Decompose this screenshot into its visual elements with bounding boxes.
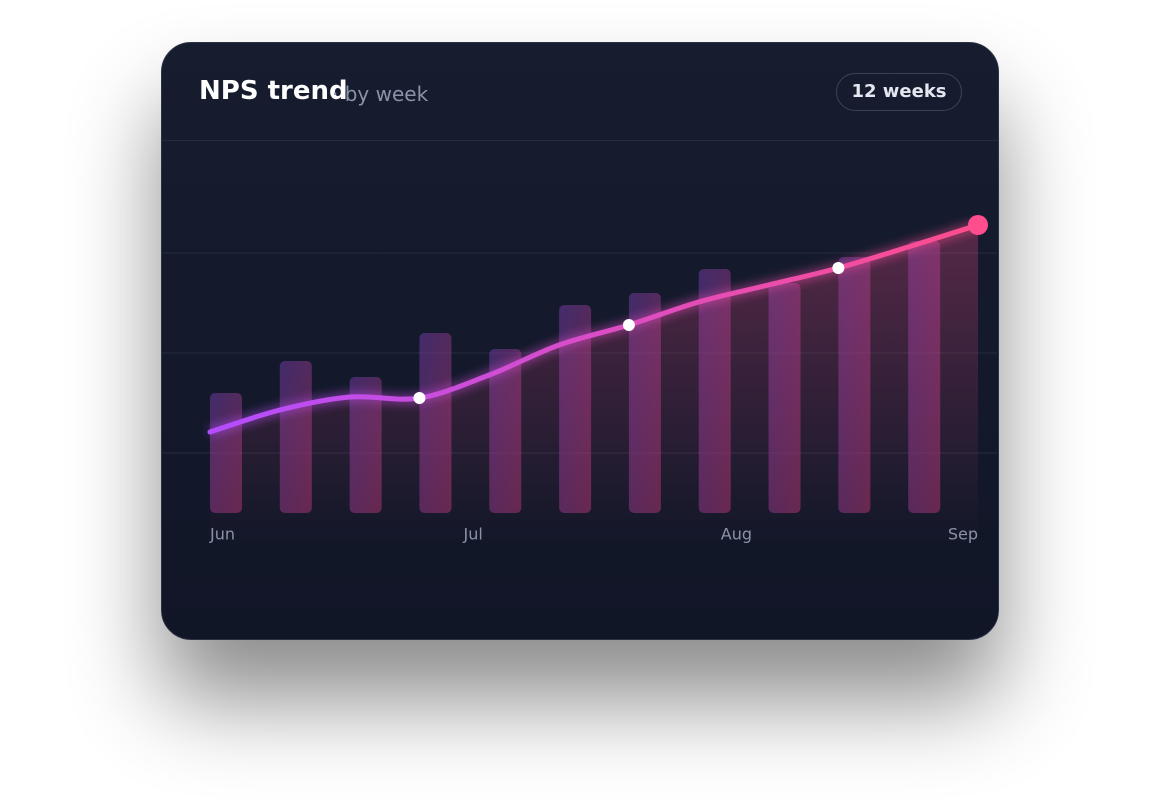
- end-point: [968, 215, 988, 235]
- card-title: NPS trend: [199, 76, 348, 106]
- separator: [162, 140, 998, 141]
- point: [413, 392, 426, 404]
- point: [622, 319, 635, 331]
- range-badge[interactable]: 12 weeks: [836, 73, 962, 111]
- area: [210, 225, 978, 545]
- card-subtitle: · by week: [332, 82, 429, 106]
- line: [207, 222, 981, 435]
- point: [832, 262, 845, 274]
